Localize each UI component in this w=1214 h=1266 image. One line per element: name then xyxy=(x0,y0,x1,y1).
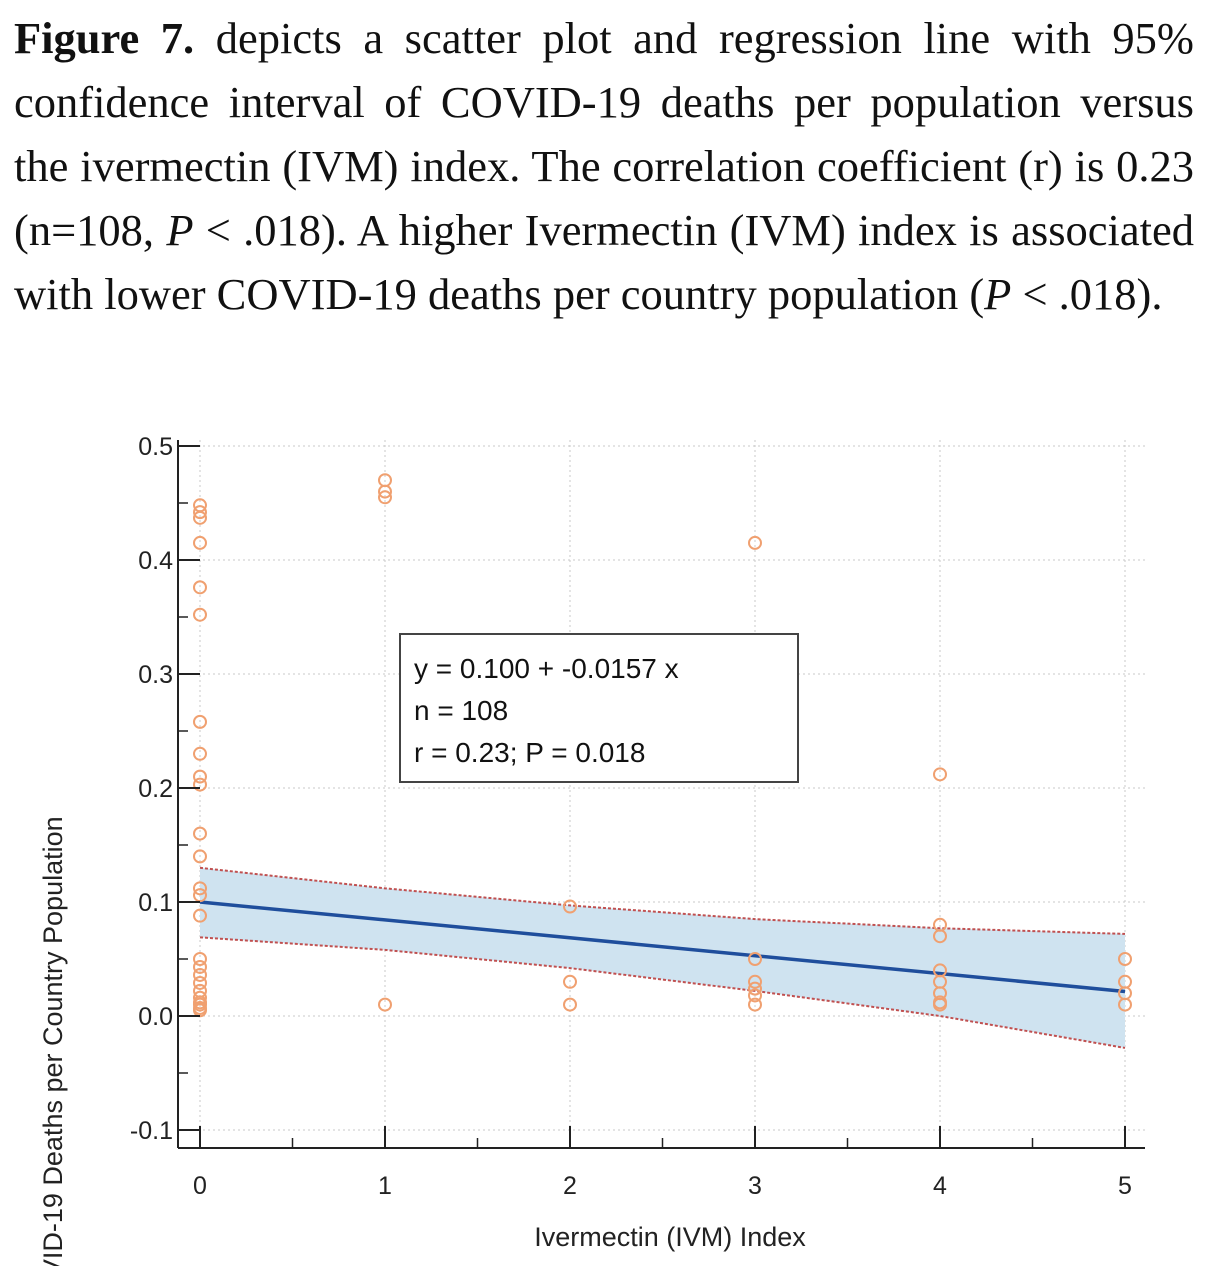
data-point xyxy=(193,510,207,525)
x-tick-label: 5 xyxy=(1118,1172,1132,1200)
grid-lines xyxy=(178,440,1145,1148)
caption-text-2: < .018). A higher Ivermectin (IVM) index… xyxy=(14,205,1194,319)
data-point xyxy=(193,607,207,622)
caption-p-1: P xyxy=(166,205,194,255)
data-point xyxy=(193,777,207,792)
data-point xyxy=(748,952,762,966)
data-point xyxy=(563,997,577,1012)
y-tick-label: 0.0 xyxy=(138,1003,173,1031)
annotation-r-p: r = 0.23; P = 0.018 xyxy=(414,737,645,768)
x-tick-label: 4 xyxy=(933,1172,947,1200)
data-point xyxy=(748,988,762,1003)
data-point xyxy=(748,535,762,550)
data-point xyxy=(1118,952,1132,966)
data-point xyxy=(193,535,207,550)
data-point xyxy=(193,849,207,864)
data-point xyxy=(193,959,207,974)
data-point xyxy=(193,995,207,1010)
data-point xyxy=(193,746,207,761)
data-point xyxy=(193,967,207,982)
data-point xyxy=(378,997,392,1012)
data-point xyxy=(193,952,207,966)
data-point xyxy=(193,505,207,520)
data-point xyxy=(193,769,207,784)
axes: -0.1 0.0 0.1 0.2 0.3 0.4 0.5 0 1 2 3 4 5 xyxy=(130,433,1145,1200)
data-point xyxy=(193,714,207,729)
data-point xyxy=(933,767,947,782)
figure-caption: Figure 7. depicts a scatter plot and reg… xyxy=(14,6,1194,326)
data-point xyxy=(748,981,762,996)
x-tick-label: 3 xyxy=(748,1172,762,1200)
data-point xyxy=(193,826,207,841)
data-point xyxy=(378,484,392,499)
caption-label: Figure 7. xyxy=(14,13,195,63)
y-tick-label: 0.2 xyxy=(138,775,173,803)
x-axis-title: Ivermectin (IVM) Index xyxy=(534,1222,806,1252)
caption-text-1: depicts a scatter plot and regression li… xyxy=(14,13,1194,255)
data-point xyxy=(193,881,207,896)
confidence-band xyxy=(199,866,1126,1049)
data-point xyxy=(563,899,577,914)
data-point xyxy=(563,974,577,989)
data-point xyxy=(748,997,762,1012)
regression-layer xyxy=(199,900,1126,994)
x-tick-label: 2 xyxy=(563,1172,577,1200)
scatter-chart: -0.1 0.0 0.1 0.2 0.3 0.4 0.5 0 1 2 3 4 5 y = 0.100 +… xyxy=(38,433,1145,1266)
data-point xyxy=(933,929,947,944)
y-tick-label: -0.1 xyxy=(130,1117,173,1145)
data-point xyxy=(193,580,207,595)
caption-p-2: P xyxy=(984,269,1012,319)
data-point xyxy=(378,490,392,505)
y-axis-title: COVID-19 Deaths per Country Population xyxy=(38,816,68,1266)
regression-line xyxy=(199,900,1126,994)
ci-upper-line xyxy=(199,866,1126,935)
data-point xyxy=(933,997,947,1012)
annotation-n: n = 108 xyxy=(414,695,508,726)
y-tick-label: 0.3 xyxy=(138,661,173,689)
caption-text-3: < .018). xyxy=(1011,269,1163,319)
ci-band-fill xyxy=(200,867,1125,1048)
data-point xyxy=(748,974,762,989)
annotation-equation: y = 0.100 + -0.0157 x xyxy=(414,653,679,684)
stats-annotation: y = 0.100 + -0.0157 x n = 108 r = 0.23; … xyxy=(399,633,799,783)
ci-lower-line xyxy=(199,936,1126,1049)
y-tick-label: 0.4 xyxy=(138,547,173,575)
data-point xyxy=(1118,997,1132,1012)
x-tick-label: 0 xyxy=(193,1172,207,1200)
data-point xyxy=(193,975,207,990)
data-point xyxy=(193,908,207,923)
y-tick-label: 0.1 xyxy=(138,889,173,917)
x-tick-label: 1 xyxy=(378,1172,392,1200)
y-tick-label: 0.5 xyxy=(138,433,173,461)
